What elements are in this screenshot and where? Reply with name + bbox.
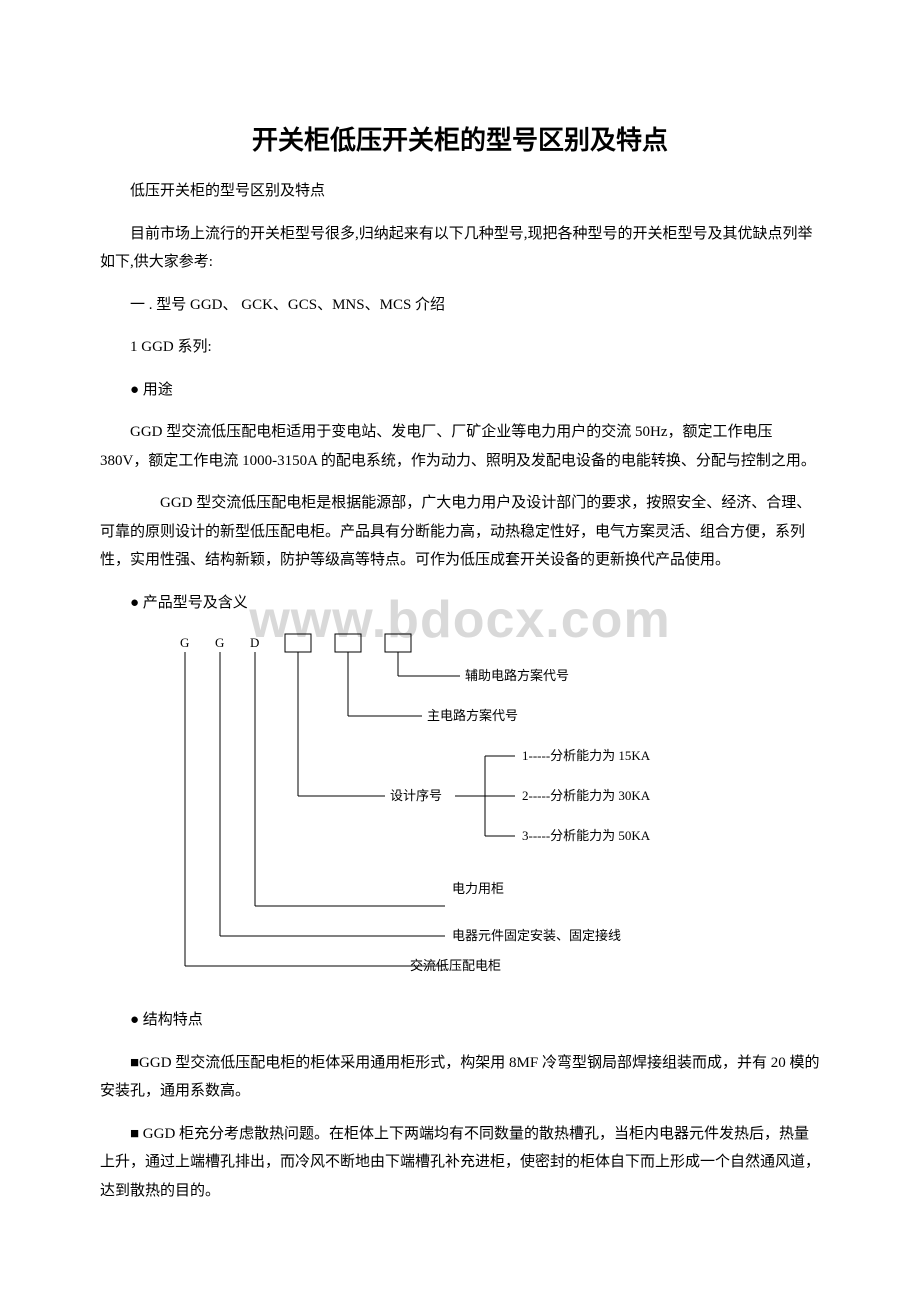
- paragraph-ggd-series: 1 GGD 系列:: [100, 333, 820, 362]
- diagram-letter-g1: G: [180, 635, 189, 650]
- document-title: 开关柜低压开关柜的型号区别及特点: [100, 120, 820, 157]
- diagram-label-cap2: 2-----分析能力为 30KA: [522, 788, 651, 803]
- paragraph-structure-1: ■GGD 型交流低压配电柜的柜体采用通用柜形式，构架用 8MF 冷弯型钢局部焊接…: [100, 1049, 820, 1106]
- paragraph-section1: 一 . 型号 GGD、 GCK、GCS、MNS、MCS 介绍: [100, 291, 820, 320]
- diagram-label-ac: 交流低压配电柜: [410, 958, 501, 973]
- diagram-svg: G G D 辅助电路方案代号 主电路方案代号 设计序号: [160, 631, 720, 981]
- paragraph-intro: 目前市场上流行的开关柜型号很多,归纳起来有以下几种型号,现把各种型号的开关柜型号…: [100, 220, 820, 277]
- diagram-label-cap1: 1-----分析能力为 15KA: [522, 748, 651, 763]
- paragraph-usage-1: GGD 型交流低压配电柜适用于变电站、发电厂、厂矿企业等电力用户的交流 50Hz…: [100, 418, 820, 475]
- diagram-box-1: [285, 634, 311, 652]
- paragraph-structure-heading: ● 结构特点: [100, 1006, 820, 1035]
- document-content: 开关柜低压开关柜的型号区别及特点 低压开关柜的型号区别及特点 目前市场上流行的开…: [100, 120, 820, 1205]
- diagram-label-main: 主电路方案代号: [427, 708, 518, 723]
- diagram-label-power: 电力用柜: [452, 881, 504, 896]
- paragraph-model-heading: ● 产品型号及含义: [100, 589, 820, 618]
- diagram-label-fixed: 电器元件固定安装、固定接线: [452, 928, 621, 943]
- paragraph-usage-2: GGD 型交流低压配电柜是根据能源部，广大电力用户及设计部门的要求，按照安全、经…: [100, 489, 820, 575]
- diagram-box-2: [335, 634, 361, 652]
- paragraph-usage-heading: ● 用途: [100, 376, 820, 405]
- model-diagram: G G D 辅助电路方案代号 主电路方案代号 设计序号: [160, 631, 820, 986]
- paragraph-subtitle: 低压开关柜的型号区别及特点: [100, 177, 820, 206]
- diagram-box-3: [385, 634, 411, 652]
- diagram-letter-g2: G: [215, 635, 224, 650]
- diagram-label-design: 设计序号: [390, 788, 442, 803]
- diagram-label-aux: 辅助电路方案代号: [465, 668, 569, 683]
- paragraph-structure-2: ■ GGD 柜充分考虑散热问题。在柜体上下两端均有不同数量的散热槽孔，当柜内电器…: [100, 1120, 820, 1206]
- diagram-letter-d: D: [250, 635, 259, 650]
- diagram-label-cap3: 3-----分析能力为 50KA: [522, 828, 651, 843]
